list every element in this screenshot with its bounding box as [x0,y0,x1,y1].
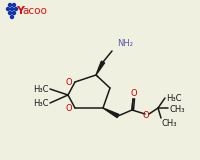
Polygon shape [103,108,119,118]
Circle shape [12,4,16,7]
Circle shape [6,8,10,11]
Text: O: O [65,104,72,112]
Circle shape [14,8,18,11]
Text: Y: Y [16,6,24,16]
Text: CH₃: CH₃ [162,119,178,128]
Text: O: O [65,77,72,87]
Polygon shape [96,61,105,75]
Text: *: * [96,75,98,80]
Text: H₃C: H₃C [34,99,49,108]
Text: acoo: acoo [23,6,47,16]
Text: O: O [131,89,137,98]
Text: O: O [143,111,149,120]
Text: H₃C: H₃C [34,84,49,93]
Text: CH₃: CH₃ [169,104,184,113]
Circle shape [12,12,16,15]
Circle shape [8,4,12,7]
Text: H₃C: H₃C [166,93,182,103]
Circle shape [10,16,14,19]
Circle shape [8,12,12,15]
Circle shape [10,8,14,11]
Text: NH₂: NH₂ [117,39,133,48]
